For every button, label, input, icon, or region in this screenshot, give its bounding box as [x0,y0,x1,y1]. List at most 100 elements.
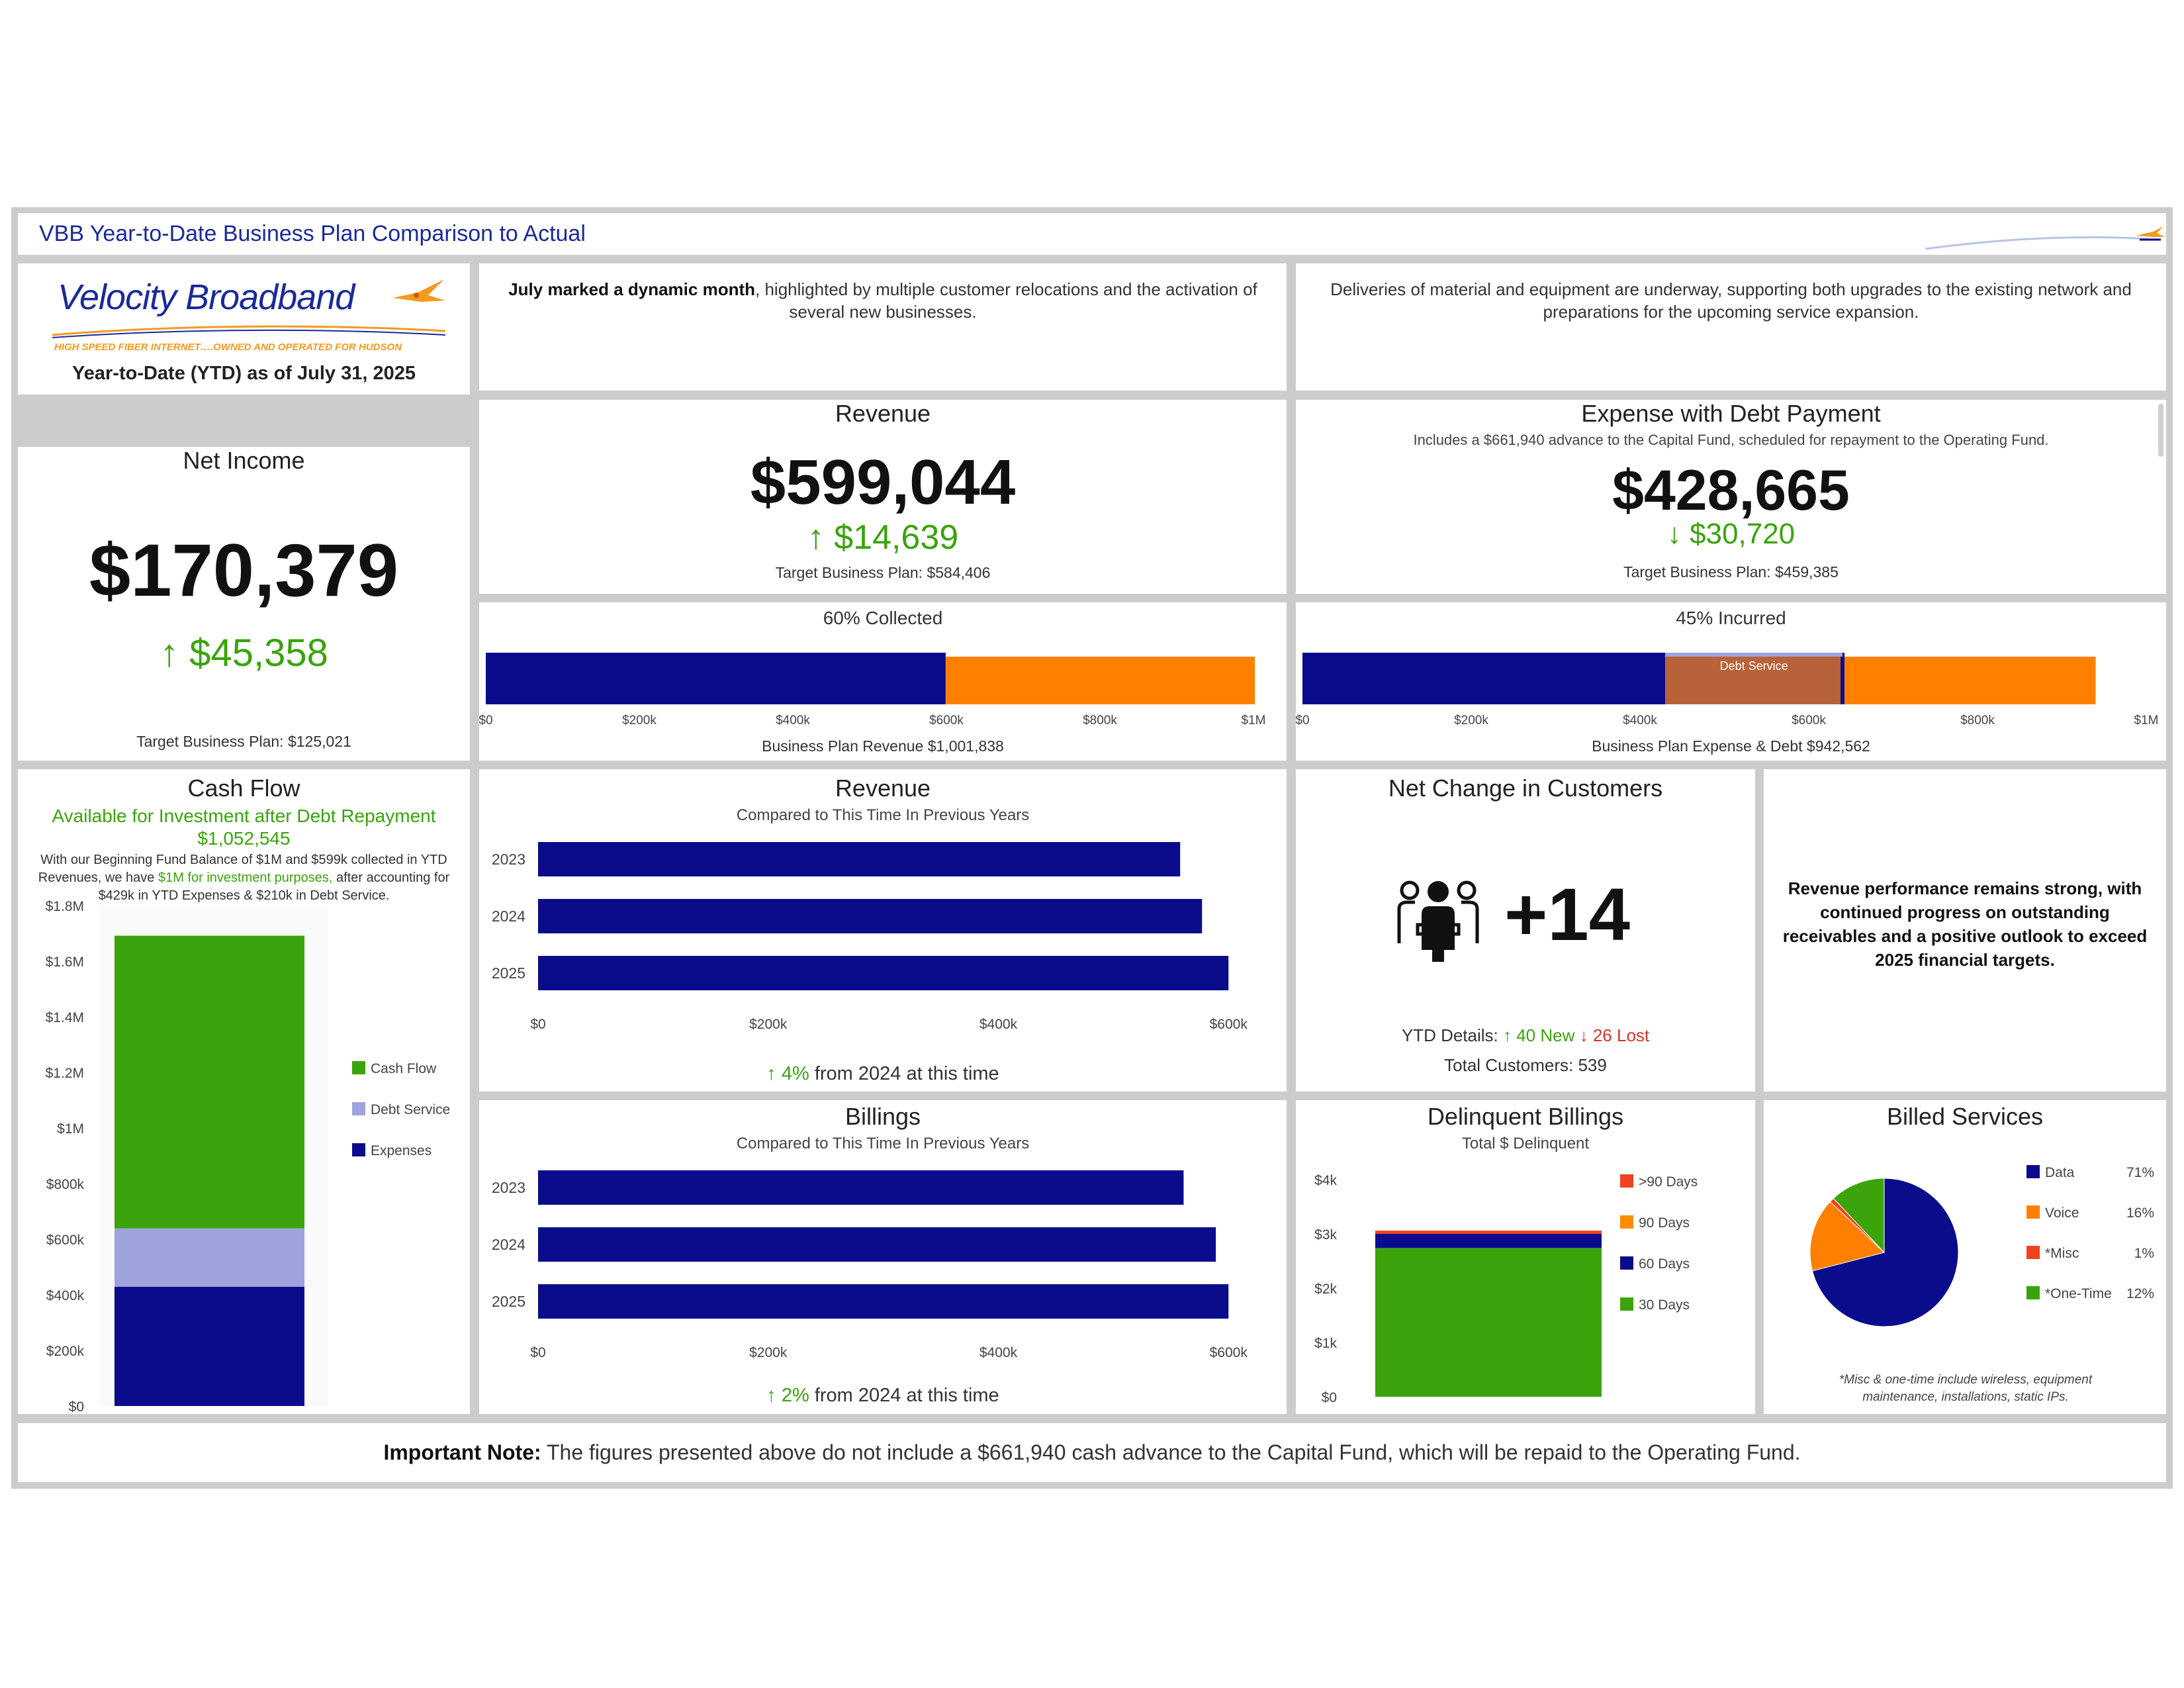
ytd-label: Year-to-Date (YTD) as of July 31, 2025 [72,363,416,384]
expense-progress-segment [1665,657,1843,704]
cash-flow-tick-label: $1.4M [46,1010,84,1025]
revenue-performance-panel: Revenue performance remains strong, with… [1764,769,2166,1092]
cash-flow-amount: $1,052,545 [197,828,291,849]
billed-services-legend-label: Voice [2045,1205,2079,1221]
july-note-panel: July marked a dynamic month, highlighted… [479,263,1287,391]
revenue-compare-category-label: 2025 [492,964,525,982]
expense-kpi-title: Expense with Debt Payment [1581,400,1881,427]
cash-flow-tick-label: $600k [46,1233,85,1248]
revenue-compare-subtitle: Compared to This Time In Previous Years [736,806,1030,824]
delinquent-legend-label: >90 Days [1639,1174,1698,1190]
revenue-progress-tick-label: $0 [479,714,493,727]
customers-title: Net Change in Customers [1388,774,1663,802]
cash-flow-tick-label: $1.2M [46,1066,84,1081]
expense-progress-segment [1843,657,2096,704]
brand-swoosh [52,325,446,338]
billed-services-legend-swatch [2026,1246,2040,1259]
billed-services-legend-value: 12% [2126,1286,2154,1301]
revenue-compare-tick-label: $600k [1210,1017,1248,1032]
delinquent-legend-swatch [1620,1174,1633,1188]
cash-flow-title: Cash Flow [187,774,300,802]
net-income-value: $170,379 [89,529,399,612]
billings-compare-title: Billings [844,1103,921,1130]
cash-flow-tick-label: $400k [46,1288,85,1303]
expense-kpi-value: $428,665 [1612,459,1850,522]
billed-services-legend-swatch [2026,1165,2040,1178]
delinquent-bar-segment [1375,1248,1602,1397]
cash-flow-tick-label: $1.8M [46,899,84,914]
revenue-compare-category-label: 2023 [492,851,525,868]
expense-progress-segment [1302,653,1666,704]
delinquent-legend-swatch [1620,1215,1633,1229]
customers-lost: ↓ 26 Lost [1579,1025,1650,1045]
expense-kpi-scrollbar[interactable] [2158,404,2163,457]
cash-flow-tick-label: $1M [57,1121,84,1137]
customers-new: ↑ 40 New [1503,1025,1575,1045]
delinquent-tick-label: $2k [1314,1282,1337,1297]
cash-flow-desc: With our Beginning Fund Balance of $1M a… [38,853,447,885]
cash-flow-tick-label: $0 [69,1399,84,1414]
deliveries-note-panel: Deliveries of material and equipment are… [1296,263,2166,391]
billings-compare-category-label: 2024 [492,1236,525,1253]
revenue-progress-segment [945,657,1255,704]
billings-compare-chart: 2023 2024 2025 $0 $200k $400k $600k [492,1170,1248,1360]
cash-flow-legend-label: Debt Service [371,1102,450,1117]
revenue-progress-tick-label: $600k [929,714,964,727]
page-title: VBB Year-to-Date Business Plan Compariso… [39,221,586,246]
revenue-progress-tick-label: $200k [622,714,657,727]
revenue-compare-panel: Revenue Compared to This Time In Previou… [479,769,1287,1092]
billings-compare-tick-label: $200k [749,1345,788,1360]
people-group-icon [1397,880,1479,962]
brand-logo: Velocity Broadband [58,277,355,318]
footer-note-bold: Important Note: [383,1440,541,1464]
delinquent-panel: Delinquent Billings Total $ Delinquent $… [1296,1100,1755,1414]
brand-tagline: HIGH SPEED FIBER INTERNET….OWNED AND OPE… [54,342,402,353]
revenue-compare-bar [538,956,1229,990]
expense-progress-tick-label: $0 [1296,714,1310,727]
revenue-kpi-panel: Revenue $599,044 ↑ $14,639 Target Busine… [479,400,1287,594]
customers-details-label: YTD Details: [1401,1025,1498,1045]
billings-compare-footer: from 2024 at this time [809,1385,999,1406]
hummingbird-icon [2136,226,2165,241]
revenue-kpi-delta: ↑ $14,639 [807,518,959,557]
billed-services-chart: Data 71% Voice 16% *Misc 1% *One-Time 12% [1809,1165,2154,1327]
cash-flow-tick-label: $1.6M [46,955,84,970]
revenue-progress-tick-label: $800k [1083,714,1117,727]
cash-flow-tick-label: $800k [46,1177,85,1192]
footer-note-panel: Important Note: The figures presented ab… [18,1423,2166,1482]
billings-compare-arrow: ↑ 2% [766,1385,809,1406]
delinquent-legend-label: 90 Days [1639,1215,1690,1231]
brand-panel: Velocity Broadband HIGH SPEED FIBER INTE… [18,263,470,395]
cash-flow-legend-label: Expenses [371,1143,432,1158]
expense-progress-segment-label: Debt Service [1720,659,1788,673]
billed-services-slice [1833,1178,1885,1254]
expense-progress-tick-label: $400k [1623,714,1657,727]
delinquent-title: Delinquent Billings [1427,1103,1624,1130]
cash-flow-legend-swatch [352,1143,365,1156]
cash-flow-desc-end: after accounting for $429k in YTD Expens… [98,870,450,903]
expense-progress-title: 45% Incurred [1676,608,1786,628]
expense-progress-panel: 45% Incurred Debt Service $0 $200k $400k $60… [1296,602,2166,761]
revenue-kpi-value: $599,044 [750,447,1016,518]
billed-services-legend-value: 16% [2126,1205,2154,1221]
revenue-progress-panel: 60% Collected $0 $200k $400k $600k $800k $1M … [479,602,1287,761]
delinquent-legend-label: 30 Days [1639,1297,1690,1313]
billings-compare-bar [538,1284,1229,1319]
revenue-compare-tick-label: $0 [530,1017,545,1032]
expense-kpi-note: Includes a $661,940 advance to the Capit… [1413,432,2049,448]
billed-services-legend-label: *One-Time [2045,1286,2112,1301]
expense-progress-caption: Business Plan Expense & Debt $942,562 [1592,737,1870,755]
revenue-compare-bar [538,899,1203,933]
delinquent-tick-label: $3k [1314,1227,1337,1243]
billed-services-footnote: *Misc & one-time include wireless, equip… [1839,1373,2093,1404]
cash-flow-legend-label: Cash Flow [371,1061,437,1076]
delinquent-chart: $0 $1k $2k $3k $4k >90 Days 90 Days 60 Days 30 D… [1314,1173,1698,1405]
net-income-delta: ↑ $45,358 [159,632,328,675]
billings-compare-category-label: 2023 [492,1179,525,1196]
cash-flow-desc-highlight: $1M for investment purposes, [158,870,333,885]
billings-compare-bar [538,1170,1184,1205]
expense-progress-tick-label: $200k [1454,714,1488,727]
delinquent-tick-label: $0 [1322,1390,1337,1405]
revenue-compare-tick-label: $400k [979,1017,1018,1032]
billed-services-legend-value: 71% [2126,1165,2154,1180]
